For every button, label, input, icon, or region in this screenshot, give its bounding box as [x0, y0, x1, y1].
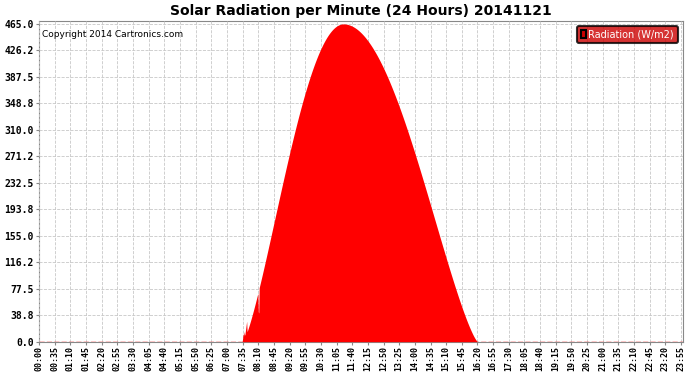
Legend: Radiation (W/m2): Radiation (W/m2) [577, 26, 678, 44]
Text: Copyright 2014 Cartronics.com: Copyright 2014 Cartronics.com [42, 30, 184, 39]
Title: Solar Radiation per Minute (24 Hours) 20141121: Solar Radiation per Minute (24 Hours) 20… [170, 4, 552, 18]
